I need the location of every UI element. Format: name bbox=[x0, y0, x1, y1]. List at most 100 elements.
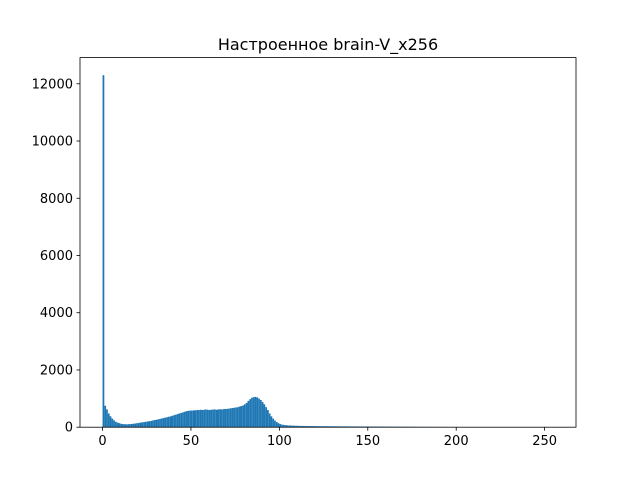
bar bbox=[293, 425, 296, 428]
bar bbox=[266, 410, 269, 428]
bar bbox=[136, 423, 138, 428]
bar bbox=[143, 422, 145, 428]
x-tick-label: 150 bbox=[355, 434, 380, 449]
bar bbox=[286, 425, 289, 428]
bar bbox=[309, 426, 312, 428]
bar bbox=[279, 424, 282, 428]
bar bbox=[346, 426, 349, 428]
bar bbox=[160, 418, 163, 428]
bar bbox=[178, 413, 181, 428]
bar bbox=[175, 414, 177, 428]
y-tick-label: 8000 bbox=[40, 192, 73, 207]
bar bbox=[185, 411, 188, 428]
bar bbox=[187, 410, 190, 428]
y-tick-label: 10000 bbox=[32, 135, 73, 150]
bar bbox=[180, 412, 183, 428]
y-tick-label: 0 bbox=[65, 421, 73, 436]
bar bbox=[288, 425, 290, 428]
bar bbox=[272, 418, 275, 428]
x-tick-label: 100 bbox=[267, 434, 292, 449]
bar bbox=[231, 408, 234, 428]
bar bbox=[164, 417, 167, 428]
bar bbox=[302, 425, 305, 428]
bar bbox=[330, 426, 333, 428]
bar bbox=[344, 426, 347, 428]
bar bbox=[323, 426, 326, 428]
bar bbox=[249, 399, 252, 428]
bar bbox=[217, 409, 220, 428]
bar bbox=[263, 404, 266, 428]
bar bbox=[242, 405, 245, 428]
bar bbox=[295, 425, 298, 428]
bar bbox=[107, 413, 110, 428]
bar bbox=[298, 425, 301, 428]
x-tick-label: 200 bbox=[444, 434, 469, 449]
bar bbox=[113, 420, 115, 428]
bar bbox=[166, 417, 168, 428]
bar bbox=[238, 406, 241, 428]
chart-title: Настроенное brain-V_x256 bbox=[218, 35, 438, 55]
bar bbox=[167, 416, 170, 428]
bar bbox=[192, 410, 195, 428]
bar bbox=[141, 422, 144, 428]
bar bbox=[169, 416, 172, 428]
bar bbox=[125, 424, 128, 428]
bar bbox=[162, 418, 165, 428]
bar bbox=[351, 426, 354, 428]
bar bbox=[190, 410, 193, 428]
bar bbox=[104, 405, 107, 428]
bar bbox=[334, 426, 336, 428]
bar bbox=[277, 423, 280, 428]
bar bbox=[256, 397, 259, 428]
bar bbox=[343, 426, 345, 428]
bar bbox=[222, 409, 225, 428]
bar bbox=[159, 418, 161, 428]
x-tick-label: 0 bbox=[98, 434, 106, 449]
bar bbox=[254, 396, 257, 428]
bar bbox=[236, 407, 239, 428]
bar bbox=[129, 424, 131, 428]
bar bbox=[305, 425, 308, 428]
bar bbox=[201, 410, 204, 428]
bar bbox=[221, 409, 223, 428]
bar bbox=[297, 425, 299, 428]
bar bbox=[189, 410, 191, 428]
bar bbox=[109, 416, 112, 428]
y-tick-label: 6000 bbox=[40, 249, 73, 264]
bar bbox=[111, 418, 114, 428]
bar bbox=[226, 408, 229, 428]
bar bbox=[137, 422, 140, 428]
bar bbox=[121, 424, 124, 428]
bar bbox=[176, 414, 179, 428]
bar bbox=[304, 425, 306, 428]
bar bbox=[203, 409, 206, 428]
bar bbox=[335, 426, 338, 428]
bar bbox=[173, 415, 176, 428]
bar bbox=[171, 415, 174, 428]
bar bbox=[182, 412, 184, 428]
bar bbox=[205, 409, 207, 428]
bar bbox=[275, 422, 278, 428]
bar bbox=[314, 426, 317, 428]
bar bbox=[139, 422, 142, 428]
bar bbox=[284, 425, 287, 428]
bar bbox=[118, 423, 121, 428]
bar bbox=[208, 410, 211, 428]
bar bbox=[228, 408, 230, 428]
bar bbox=[213, 409, 216, 428]
bar bbox=[146, 421, 149, 428]
bar bbox=[219, 409, 222, 428]
bar bbox=[259, 400, 262, 428]
bar bbox=[265, 407, 267, 428]
bar bbox=[210, 409, 213, 428]
plot-frame bbox=[79, 57, 577, 428]
y-tick-label: 4000 bbox=[40, 306, 73, 321]
bar bbox=[289, 425, 292, 428]
bar bbox=[282, 424, 285, 428]
bar bbox=[328, 426, 331, 428]
bar bbox=[325, 426, 328, 428]
bar bbox=[240, 406, 243, 428]
bar bbox=[144, 421, 147, 428]
bar bbox=[206, 409, 209, 428]
